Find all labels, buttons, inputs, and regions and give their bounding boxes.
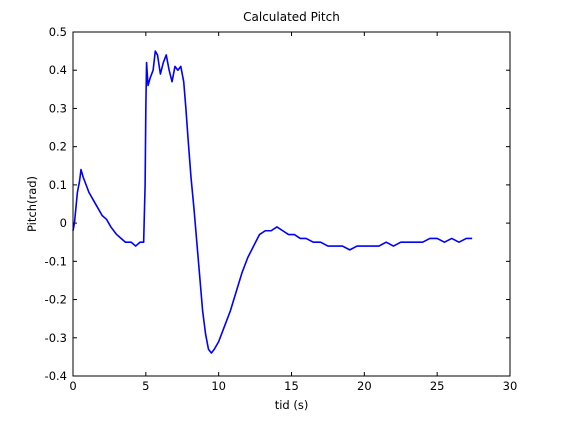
x-tick-label: 10: [211, 379, 226, 393]
x-tick-label: 20: [357, 379, 372, 393]
chart-title: Calculated Pitch: [243, 10, 340, 24]
y-tick-label: -0.3: [45, 331, 67, 345]
x-axis-label: tid (s): [275, 398, 309, 412]
tick-labels: 0 5 10 15 20 25 30 0.5 0.4 0.3 0.2 0.1 0 -0.1 -0.2 -0.3…: [45, 25, 518, 393]
y-tick-label: -0.1: [45, 254, 67, 268]
y-tick-label: -0.2: [45, 293, 67, 307]
y-tick-label: 0.4: [49, 63, 67, 77]
y-tick-label: 0.1: [49, 178, 67, 192]
y-axis-label: Pitch(rad): [25, 176, 39, 232]
y-tick-label: 0.2: [49, 140, 67, 154]
x-tick-label: 25: [430, 379, 445, 393]
x-tick-label: 0: [69, 379, 76, 393]
x-tick-label: 30: [503, 379, 518, 393]
plot-background: [73, 32, 510, 376]
y-tick-label: 0: [60, 216, 67, 230]
series-layer: [72, 50, 473, 354]
pitch-series-line: [72, 50, 473, 354]
plot-frame: [72, 31, 511, 377]
y-tick-label: 0.3: [49, 101, 67, 115]
x-tick-label: 5: [142, 379, 149, 393]
x-tick-label: 15: [284, 379, 299, 393]
y-tick-label: -0.4: [45, 369, 67, 383]
y-tick-label: 0.5: [49, 25, 67, 39]
